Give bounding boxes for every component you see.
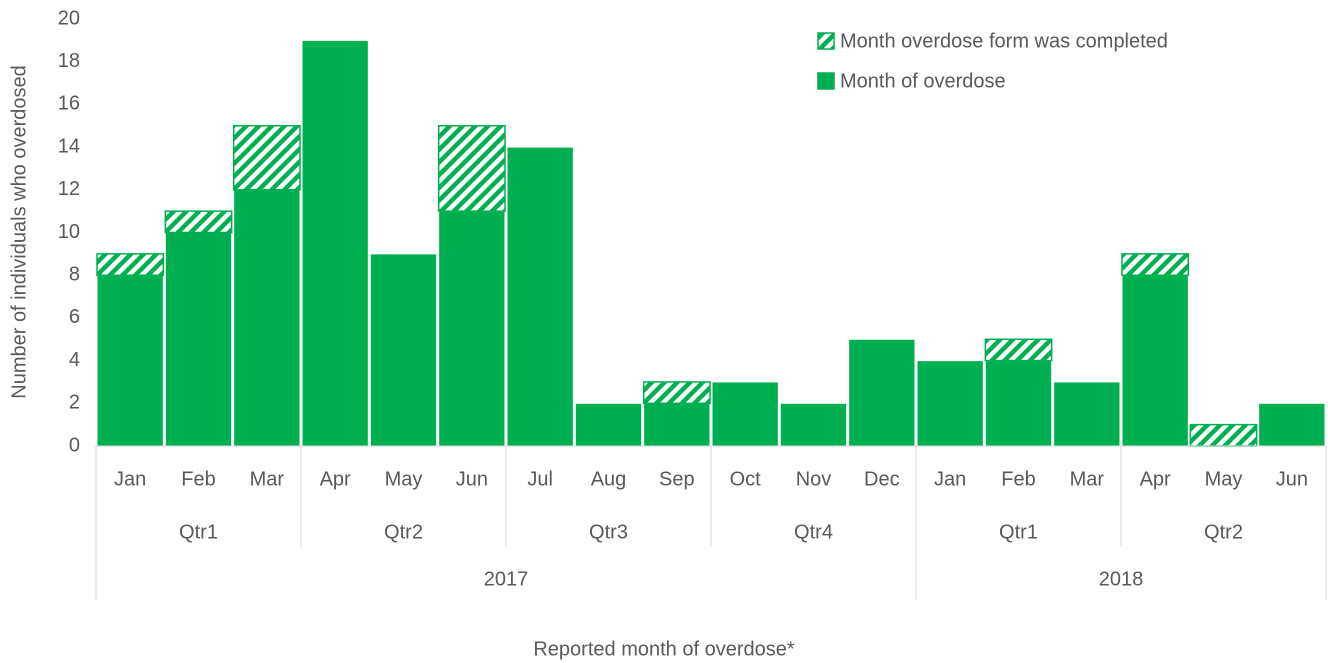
bar-hatched — [437, 125, 506, 212]
bar — [438, 210, 506, 447]
y-tick-label: 2 — [69, 392, 80, 414]
bar — [164, 232, 233, 447]
x-tick-label: Oct — [730, 468, 762, 490]
bar — [984, 360, 1053, 447]
y-axis-title: Number of individuals who overdosed — [8, 65, 30, 399]
bar — [711, 381, 779, 447]
legend-swatch — [817, 32, 835, 50]
bar-hatched — [96, 253, 165, 276]
bar — [1258, 402, 1326, 447]
y-tick-label: 14 — [58, 135, 80, 157]
y-tick-label: 10 — [58, 221, 80, 243]
bar — [233, 189, 301, 447]
x-tick-label: Feb — [181, 468, 215, 490]
x-tick-label: Dec — [864, 468, 900, 490]
bar — [506, 146, 574, 447]
y-tick-label: 18 — [58, 50, 80, 72]
bar — [779, 402, 848, 447]
bar-hatched — [984, 338, 1053, 362]
bar — [301, 39, 369, 447]
quarter-label: Qtr1 — [999, 521, 1038, 543]
x-axis-title: Reported month of overdose* — [533, 638, 794, 660]
x-tick-label: May — [1205, 468, 1243, 490]
y-tick-label: 8 — [69, 263, 80, 285]
bar — [574, 402, 643, 447]
x-tick-label: Sep — [659, 468, 695, 490]
bar-hatched — [1189, 423, 1258, 447]
quarter-label: Qtr1 — [179, 521, 218, 543]
bar-hatched — [642, 381, 711, 405]
x-tick-label: Nov — [796, 468, 832, 490]
legend-label: Month of overdose — [840, 70, 1006, 92]
y-tick-label: 12 — [58, 178, 80, 200]
quarter-label: Qtr2 — [384, 521, 423, 543]
bar-hatched — [164, 210, 233, 234]
quarter-label: Qtr2 — [1204, 521, 1243, 543]
y-tick-label: 16 — [58, 93, 80, 115]
legend-swatch — [817, 72, 835, 90]
y-tick-label: 6 — [69, 306, 80, 328]
x-tick-label: Mar — [250, 468, 285, 490]
y-tick-label: 20 — [58, 7, 80, 29]
x-tick-label: May — [385, 468, 423, 490]
bar — [369, 253, 438, 447]
bar — [96, 274, 164, 447]
quarter-label: Qtr3 — [589, 521, 628, 543]
bar-hatched — [232, 125, 301, 191]
bar — [1121, 274, 1189, 447]
x-tick-label: Mar — [1070, 468, 1105, 490]
x-tick-label: Jun — [456, 468, 488, 490]
year-label: 2018 — [1099, 568, 1144, 590]
bar — [1053, 381, 1121, 447]
x-tick-label: Apr — [1140, 468, 1171, 490]
x-tick-label: Apr — [320, 468, 351, 490]
x-tick-label: Aug — [591, 468, 627, 490]
x-tick-label: Feb — [1001, 468, 1035, 490]
y-tick-label: 4 — [69, 349, 80, 371]
bar — [916, 360, 984, 447]
bar — [848, 338, 916, 447]
x-tick-label: Jul — [527, 468, 553, 490]
y-tick-label: 0 — [69, 434, 80, 456]
bar — [643, 402, 711, 447]
x-tick-label: Jan — [114, 468, 146, 490]
quarter-label: Qtr4 — [794, 521, 833, 543]
legend-label: Month overdose form was completed — [840, 30, 1168, 52]
year-label: 2017 — [484, 568, 529, 590]
x-tick-label: Jun — [1276, 468, 1308, 490]
x-tick-label: Jan — [934, 468, 966, 490]
bar-hatched — [1121, 253, 1190, 276]
